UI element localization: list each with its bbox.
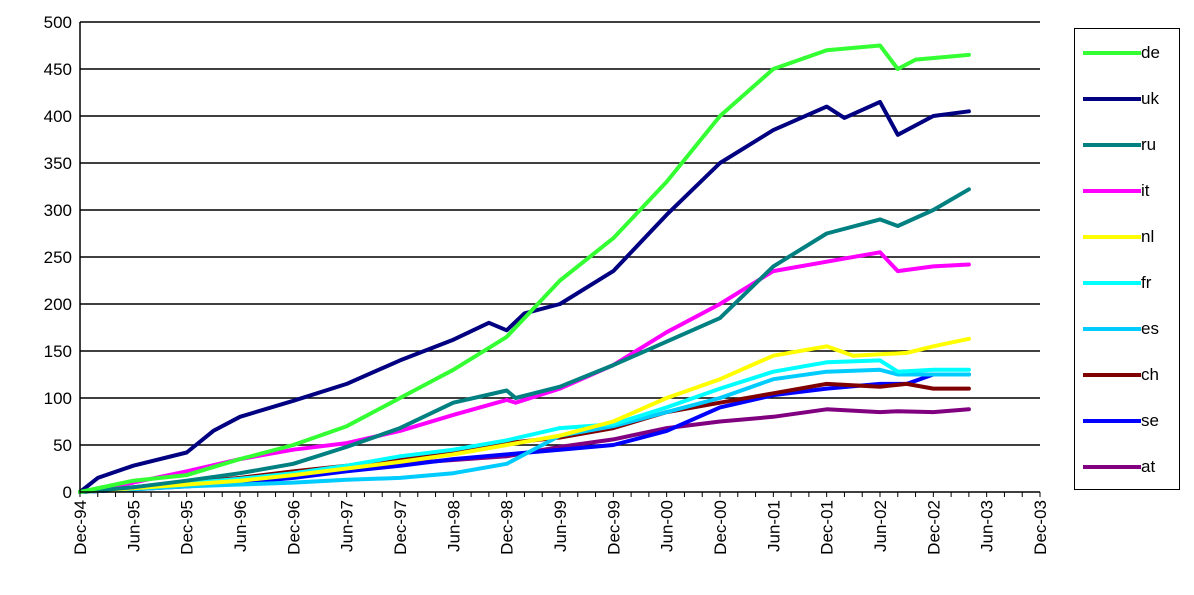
legend-item-it: it xyxy=(1075,181,1179,201)
series-line-de xyxy=(78,43,971,494)
series-lines xyxy=(78,43,971,494)
x-tick-label-Dec-03: Dec-03 xyxy=(1031,500,1050,555)
legend-label: nl xyxy=(1141,227,1155,246)
gridlines xyxy=(80,21,1040,446)
y-tick-label-500: 500 xyxy=(44,13,72,32)
x-tick-label-Jun-01: Jun-01 xyxy=(764,500,783,552)
x-tick-label-Dec-01: Dec-01 xyxy=(818,500,837,555)
legend-item-de: de xyxy=(1075,43,1179,63)
legend-swatch xyxy=(1083,465,1141,469)
x-tick-label-Jun-99: Jun-99 xyxy=(551,500,570,552)
x-tick-label-Jun-02: Jun-02 xyxy=(871,500,890,552)
legend-item-es: es xyxy=(1075,319,1179,339)
legend-item-at: at xyxy=(1075,457,1179,477)
series-line-fr xyxy=(78,358,971,494)
y-tick-label-350: 350 xyxy=(44,154,72,173)
x-tick-label-Jun-03: Jun-03 xyxy=(978,500,997,552)
x-tick-label-Jun-98: Jun-98 xyxy=(444,500,463,552)
x-tick-label-Jun-97: Jun-97 xyxy=(338,500,357,552)
x-tick-label-Jun-95: Jun-95 xyxy=(124,500,143,552)
x-tick-label-Dec-99: Dec-99 xyxy=(604,500,623,555)
legend-label: es xyxy=(1141,319,1159,338)
legend-label: fr xyxy=(1141,273,1152,292)
y-tick-label-0: 0 xyxy=(63,483,72,502)
x-axis-tick-labels: Dec-94 Jun-95 Dec-95 Jun-96 Dec-96 Jun-97 Dec-… xyxy=(71,500,1050,555)
x-tick-label-Dec-02: Dec-02 xyxy=(924,500,943,555)
legend-swatch xyxy=(1083,143,1141,147)
y-tick-label-250: 250 xyxy=(44,248,72,267)
x-tick-label-Dec-94: Dec-94 xyxy=(71,500,90,555)
legend-item-fr: fr xyxy=(1075,273,1179,293)
legend-label: de xyxy=(1141,43,1160,62)
legend-swatch xyxy=(1083,189,1141,193)
x-tick-label-Dec-96: Dec-96 xyxy=(284,500,303,555)
x-tick-label-Dec-95: Dec-95 xyxy=(178,500,197,555)
series-line-uk xyxy=(78,99,971,494)
y-tick-label-100: 100 xyxy=(44,389,72,408)
axes xyxy=(79,22,1041,497)
legend-label: at xyxy=(1141,457,1156,476)
x-tick-label-Dec-97: Dec-97 xyxy=(391,500,410,555)
legend-label: it xyxy=(1141,181,1150,200)
legend-swatch xyxy=(1083,97,1141,101)
legend-swatch xyxy=(1083,373,1141,377)
x-tick-label-Jun-96: Jun-96 xyxy=(231,500,250,552)
legend-swatch xyxy=(1083,327,1141,331)
y-tick-label-200: 200 xyxy=(44,295,72,314)
x-tick-label-Dec-98: Dec-98 xyxy=(498,500,517,555)
y-tick-label-400: 400 xyxy=(44,107,72,126)
series-line-ru xyxy=(78,187,971,494)
y-tick-label-300: 300 xyxy=(44,201,72,220)
legend-item-ch: ch xyxy=(1075,365,1179,385)
y-tick-label-450: 450 xyxy=(44,60,72,79)
legend-label: ch xyxy=(1141,365,1159,384)
x-tick-label-Dec-00: Dec-00 xyxy=(711,500,730,555)
series-line-nl xyxy=(78,336,971,494)
legend-swatch xyxy=(1083,419,1141,423)
legend-item-nl: nl xyxy=(1075,227,1179,247)
legend-item-uk: uk xyxy=(1075,89,1179,109)
y-tick-label-50: 50 xyxy=(53,436,72,455)
legend-swatch xyxy=(1083,235,1141,239)
x-tick-label-Jun-00: Jun-00 xyxy=(658,500,677,552)
legend-swatch xyxy=(1083,281,1141,285)
y-axis-tick-labels: 0 50 100 150 200 250 300 350 400 450 500 xyxy=(44,13,72,502)
legend-label: uk xyxy=(1141,89,1159,108)
legend-label: ru xyxy=(1141,135,1157,154)
legend-item-se: se xyxy=(1075,411,1179,431)
y-tick-label-150: 150 xyxy=(44,342,72,361)
legend-label: se xyxy=(1141,411,1159,430)
legend-item-ru: ru xyxy=(1075,135,1179,155)
legend: de uk ru it nl fr es ch se at xyxy=(1074,28,1180,490)
legend-swatch xyxy=(1083,51,1141,55)
